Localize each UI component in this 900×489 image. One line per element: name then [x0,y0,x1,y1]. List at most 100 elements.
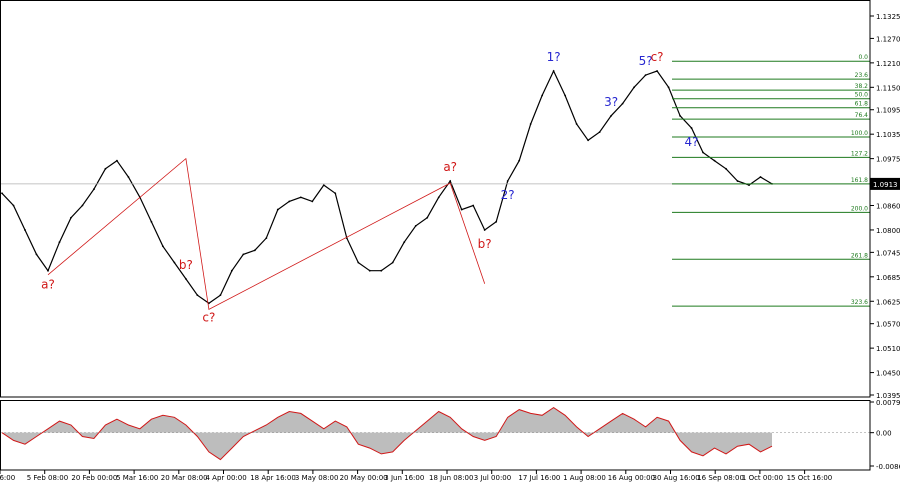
x-tick-label: 20 May 00:00 [340,474,388,482]
osc-y-tick-label: 0.00796 [876,399,900,407]
price-point [265,237,268,240]
price-point [575,123,578,125]
price-point [253,249,256,252]
price-y-tick-label: 1.1035 [876,131,900,139]
current-price-label: 1.0913 [873,181,898,189]
price-point [529,123,532,125]
price-point [621,102,624,105]
wave-label: 5? [639,54,653,68]
x-tick-label: 1 Aug 08:00 [563,474,606,482]
price-point [391,261,394,264]
price-point [656,70,658,72]
fib-level-label: 127.2 [851,150,868,157]
oscillator-panel-border [0,400,871,471]
wave-label: 1? [547,50,561,64]
price-point [219,294,222,297]
wave-label: c? [651,50,664,64]
price-point [633,86,635,89]
price-point [12,204,15,207]
fib-level-label: 23.6 [855,72,869,79]
x-tick-label: 17 Jul 16:00 [518,474,560,482]
price-point [736,180,739,182]
price-point [690,127,693,129]
price-point [184,277,187,280]
price-point [242,253,245,256]
price-y-tick-label: 1.0860 [876,203,900,211]
price-point [288,200,291,203]
wave-label: a? [41,278,55,292]
wave-label: 3? [604,95,618,109]
price-point [161,245,164,248]
price-y-tick-label: 1.1150 [876,84,900,92]
price-point [93,188,95,191]
price-y-tick-label: 1.0975 [876,156,900,164]
fib-level-label: 261.8 [851,252,868,259]
price-panel: 0.0 23.6 38.2 50.0 61.8 76.4 100.0 127.2 161.8 20… [0,50,870,324]
price-point [35,253,38,256]
x-tick-label: 16 Sep 08:00 [697,474,744,482]
price-point [47,269,49,272]
price-point [667,86,670,89]
fib-level-label: 200.0 [851,205,868,212]
price-y-tick-label: 1.0570 [876,321,900,329]
price-point [506,180,509,182]
price-y-tick-label: 1.0685 [876,274,900,282]
price-point [541,94,544,97]
x-tick-label: 3 Jul 00:00 [474,474,512,482]
price-point [426,216,429,219]
price-point [725,167,727,170]
price-point [173,261,176,264]
wave-label: 4? [685,135,699,149]
oscillator-panel [0,406,870,461]
wave-label: 2? [501,188,515,202]
price-point [368,269,371,272]
x-tick-label: 18 Jun 08:00 [429,474,473,482]
price-y-tick-label: 1.0745 [876,249,900,257]
fib-level-label: 323.6 [851,299,868,306]
price-y-tick-label: 1.0800 [876,227,900,235]
price-y-tick-label: 1.0510 [876,345,900,353]
fib-level-label: 161.8 [851,177,868,184]
price-point [610,114,613,117]
price-y-tick-label: 1.1095 [876,107,900,115]
x-tick-label: 20 Mar 08:00 [161,474,208,482]
price-point [24,229,26,231]
price-point [472,204,475,207]
price-point [58,241,61,244]
x-tick-label: 20 Feb 00:00 [71,474,117,482]
price-point [357,261,360,264]
price-point [644,74,647,76]
x-tick-label: 4 Apr 00:00 [206,474,247,482]
price-point [748,184,750,187]
price-point [311,200,314,203]
price-point [299,196,302,199]
price-y-tick-label: 1.1210 [876,60,900,68]
price-point [196,294,199,297]
osc-y-tick-label: 0.00 [876,430,892,438]
price-point [334,192,337,195]
fib-level-label: 76.4 [855,112,869,119]
price-point [150,220,153,223]
wave-path [47,157,486,311]
price-point [437,196,440,199]
price-point [679,114,681,117]
price-point [564,94,567,97]
price-y-tick-label: 1.0625 [876,298,900,306]
fib-level-label: 50.0 [855,92,869,99]
wave-label: b? [478,237,492,251]
price-point [1,192,3,195]
price-y-tick-label: 1.1325 [876,13,900,21]
oscillator-line [1,406,773,461]
osc-y-tick-label: -0.00865 [876,463,900,471]
price-point [127,176,130,178]
price-y-tick-label: 1.0450 [876,370,900,378]
x-tick-label: 5 Mar 16:00 [116,474,158,482]
current-price-box [870,177,900,190]
price-point [414,224,417,227]
price-panel-border [0,0,871,398]
x-tick-label: 16 Aug 00:00 [608,474,655,482]
wave-label: c? [202,310,215,324]
x-tick-label: 15 Oct 16:00 [787,474,833,482]
